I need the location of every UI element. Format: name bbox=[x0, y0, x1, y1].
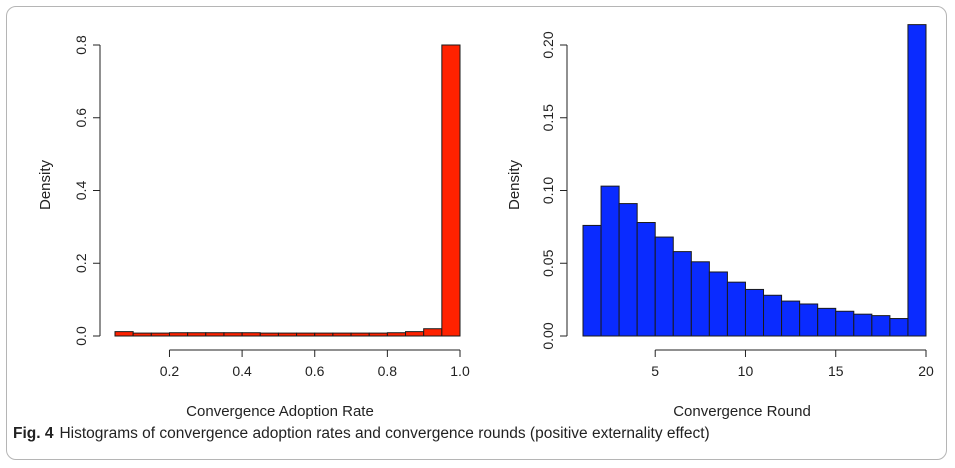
adoption-rate-bar-18 bbox=[441, 44, 461, 337]
adoption-rate-x-axis: 0.2 0.4 0.6 0.8 1.0 bbox=[160, 349, 470, 379]
adoption-rate-bar-11 bbox=[314, 332, 334, 337]
convergence-round-bar-17 bbox=[889, 318, 909, 337]
convergence-round-x-axis: 5 10 15 20 bbox=[651, 349, 934, 379]
convergence-round-bar-11 bbox=[781, 300, 801, 337]
adoption-rate-bar-1 bbox=[132, 332, 152, 337]
convergence-round-bar-9 bbox=[744, 288, 765, 337]
adoption-rate-bar-5 bbox=[205, 332, 225, 337]
adoption-rate-x-tick-label-0: 0.2 bbox=[160, 363, 180, 379]
convergence-round-y-tick-label-1: 0.05 bbox=[540, 249, 556, 276]
convergence-round-bar-10 bbox=[763, 294, 783, 337]
adoption-rate-bar-8 bbox=[259, 332, 279, 337]
caption-text: Histograms of convergence adoption rates… bbox=[59, 425, 710, 442]
convergence-round-bar-13 bbox=[817, 307, 837, 337]
adoption-rate-bar-4 bbox=[187, 332, 207, 337]
adoption-rate-xlabel: Convergence Adoption Rate bbox=[186, 403, 374, 420]
adoption-rate-bar-3 bbox=[168, 332, 189, 337]
convergence-round-y-tick-label-2: 0.10 bbox=[540, 177, 556, 204]
convergence-round-bar-14 bbox=[835, 310, 855, 337]
convergence-round-x-tick-label-0: 5 bbox=[651, 363, 659, 379]
adoption-rate-bar-16 bbox=[405, 331, 425, 337]
adoption-rate-bar-13 bbox=[350, 332, 370, 337]
convergence-round-ylabel: Density bbox=[506, 159, 523, 210]
adoption-rate-histogram: 0.2 0.4 0.6 0.8 1.0 0.0 0.2 0.4 0.6 0.8 Converge… bbox=[37, 35, 470, 420]
convergence-round-x-tick-label-2: 15 bbox=[828, 363, 844, 379]
convergence-round-x-tick-label-3: 20 bbox=[918, 363, 934, 379]
adoption-rate-y-axis: 0.0 0.2 0.4 0.6 0.8 bbox=[73, 35, 101, 346]
convergence-round-y-tick-label-3: 0.15 bbox=[540, 104, 556, 131]
convergence-round-xlabel: Convergence Round bbox=[673, 403, 811, 420]
convergence-round-bars bbox=[582, 24, 927, 337]
adoption-rate-bar-9 bbox=[277, 332, 298, 337]
adoption-rate-y-tick-label-1: 0.2 bbox=[73, 253, 89, 273]
adoption-rate-x-tick-label-3: 0.8 bbox=[378, 363, 398, 379]
convergence-round-bar-6 bbox=[690, 261, 710, 337]
convergence-round-bar-2 bbox=[618, 203, 638, 337]
adoption-rate-bar-14 bbox=[368, 332, 388, 337]
adoption-rate-bar-6 bbox=[223, 332, 243, 337]
convergence-round-histogram: 5 10 15 20 0.00 0.05 0.10 0.15 0.20 Convergence… bbox=[506, 24, 934, 420]
adoption-rate-y-tick-label-4: 0.8 bbox=[73, 35, 89, 55]
adoption-rate-ylabel: Density bbox=[37, 159, 54, 210]
adoption-rate-bar-17 bbox=[423, 328, 443, 337]
adoption-rate-y-tick-label-3: 0.6 bbox=[73, 108, 89, 128]
adoption-rate-bar-15 bbox=[386, 332, 407, 337]
convergence-round-bar-16 bbox=[871, 315, 891, 337]
adoption-rate-x-tick-label-4: 1.0 bbox=[450, 363, 470, 379]
convergence-round-y-tick-label-0: 0.00 bbox=[540, 322, 556, 349]
convergence-round-x-tick-label-1: 10 bbox=[738, 363, 754, 379]
convergence-round-bar-7 bbox=[708, 271, 728, 337]
figure-caption: Fig. 4 Histograms of convergence adoption… bbox=[13, 425, 943, 443]
adoption-rate-bar-2 bbox=[150, 332, 170, 337]
caption-label: Fig. 4 bbox=[13, 425, 54, 442]
adoption-rate-bar-0 bbox=[114, 331, 134, 337]
adoption-rate-y-tick-label-0: 0.0 bbox=[73, 326, 89, 346]
convergence-round-bar-15 bbox=[853, 313, 873, 337]
adoption-rate-bars bbox=[114, 44, 461, 337]
convergence-round-bar-5 bbox=[672, 251, 692, 337]
adoption-rate-x-tick-label-2: 0.6 bbox=[305, 363, 325, 379]
adoption-rate-x-tick-label-1: 0.4 bbox=[232, 363, 252, 379]
convergence-round-y-tick-label-4: 0.20 bbox=[540, 31, 556, 58]
convergence-round-bar-4 bbox=[654, 236, 674, 337]
convergence-round-bar-3 bbox=[636, 222, 656, 337]
convergence-round-bar-12 bbox=[799, 303, 819, 337]
adoption-rate-bar-7 bbox=[241, 332, 261, 337]
adoption-rate-bar-12 bbox=[332, 332, 352, 337]
convergence-round-bar-1 bbox=[600, 185, 620, 337]
convergence-round-bar-8 bbox=[726, 281, 746, 337]
convergence-round-bar-18 bbox=[907, 24, 927, 337]
adoption-rate-y-tick-label-2: 0.4 bbox=[73, 181, 89, 201]
adoption-rate-bar-10 bbox=[296, 332, 316, 337]
convergence-round-bar-0 bbox=[582, 224, 602, 337]
figure-charts: 0.2 0.4 0.6 0.8 1.0 0.0 0.2 0.4 0.6 0.8 Converge… bbox=[37, 24, 934, 420]
figure-frame bbox=[6, 6, 947, 460]
convergence-round-y-axis: 0.00 0.05 0.10 0.15 0.20 bbox=[540, 31, 568, 350]
